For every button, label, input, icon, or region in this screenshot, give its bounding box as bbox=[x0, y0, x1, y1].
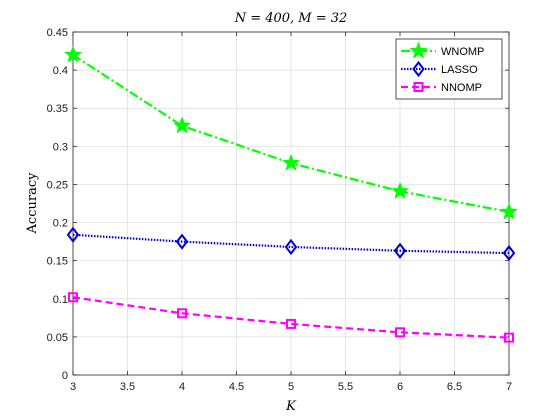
y-tick-label: 0.45 bbox=[47, 27, 68, 39]
data-point-lasso bbox=[175, 233, 189, 250]
axis-ticks: 3 3.5 4 4.5 5 5.5 6 6.5 7 0 0.05 0.1 0.15 0.2 0.25 0.3 0… bbox=[47, 27, 512, 393]
x-tick-label: 5 bbox=[288, 381, 294, 393]
x-tick-label: 4 bbox=[179, 381, 185, 393]
data-point-lasso bbox=[284, 238, 298, 256]
legend: WNOMP LASSO NNOMP bbox=[395, 38, 503, 100]
x-tick-label: 5.5 bbox=[338, 381, 353, 393]
x-tick-label: 3.5 bbox=[120, 381, 135, 393]
data-point-nnomp bbox=[504, 332, 514, 343]
data-point-wnomp bbox=[500, 202, 518, 220]
x-axis-label: K bbox=[285, 399, 297, 414]
data-point-lasso bbox=[393, 242, 407, 259]
series-wnomp bbox=[64, 45, 518, 220]
series-layer bbox=[64, 45, 518, 343]
series-line-lasso bbox=[72, 233, 510, 255]
y-tick-label: 0.4 bbox=[53, 65, 68, 77]
x-tick-label: 6.5 bbox=[447, 381, 462, 393]
chart-title: N = 400, M = 32 bbox=[234, 11, 348, 26]
data-point-wnomp bbox=[282, 153, 300, 171]
y-tick-label: 0.3 bbox=[53, 141, 68, 153]
data-point-wnomp bbox=[391, 181, 409, 199]
legend-marker-wnomp bbox=[409, 41, 428, 59]
data-point-lasso bbox=[502, 244, 516, 262]
data-point-wnomp bbox=[173, 116, 191, 134]
legend-label-wnomp: WNOMP bbox=[441, 46, 484, 58]
y-axis-label: Accuracy bbox=[25, 172, 40, 235]
y-tick-label: 0 bbox=[62, 370, 68, 382]
y-tick-label: 0.1 bbox=[53, 294, 68, 306]
series-line-nnomp bbox=[72, 296, 510, 339]
data-point-nnomp bbox=[177, 308, 187, 319]
legend-marker-lasso bbox=[412, 60, 425, 78]
y-tick-label: 0.35 bbox=[47, 103, 68, 115]
x-tick-label: 7 bbox=[506, 381, 512, 393]
grid bbox=[72, 31, 510, 376]
data-point-wnomp bbox=[64, 45, 82, 63]
legend-label-lasso: LASSO bbox=[441, 64, 478, 76]
series-lasso bbox=[66, 226, 516, 262]
x-tick-label: 6 bbox=[397, 381, 403, 393]
data-point-nnomp bbox=[68, 292, 78, 303]
legend-marker-nnomp bbox=[413, 82, 424, 92]
x-tick-label: 3 bbox=[70, 381, 76, 393]
legend-label-nnomp: NNOMP bbox=[441, 82, 482, 94]
x-tick-label: 4.5 bbox=[229, 381, 244, 393]
y-tick-label: 0.15 bbox=[47, 256, 68, 268]
data-point-lasso bbox=[66, 226, 80, 243]
series-nnomp bbox=[68, 292, 514, 343]
data-point-nnomp bbox=[395, 327, 405, 338]
y-tick-label: 0.05 bbox=[47, 332, 68, 344]
y-tick-label: 0.25 bbox=[47, 179, 68, 191]
y-tick-label: 0.2 bbox=[53, 218, 68, 230]
data-point-nnomp bbox=[286, 318, 296, 329]
